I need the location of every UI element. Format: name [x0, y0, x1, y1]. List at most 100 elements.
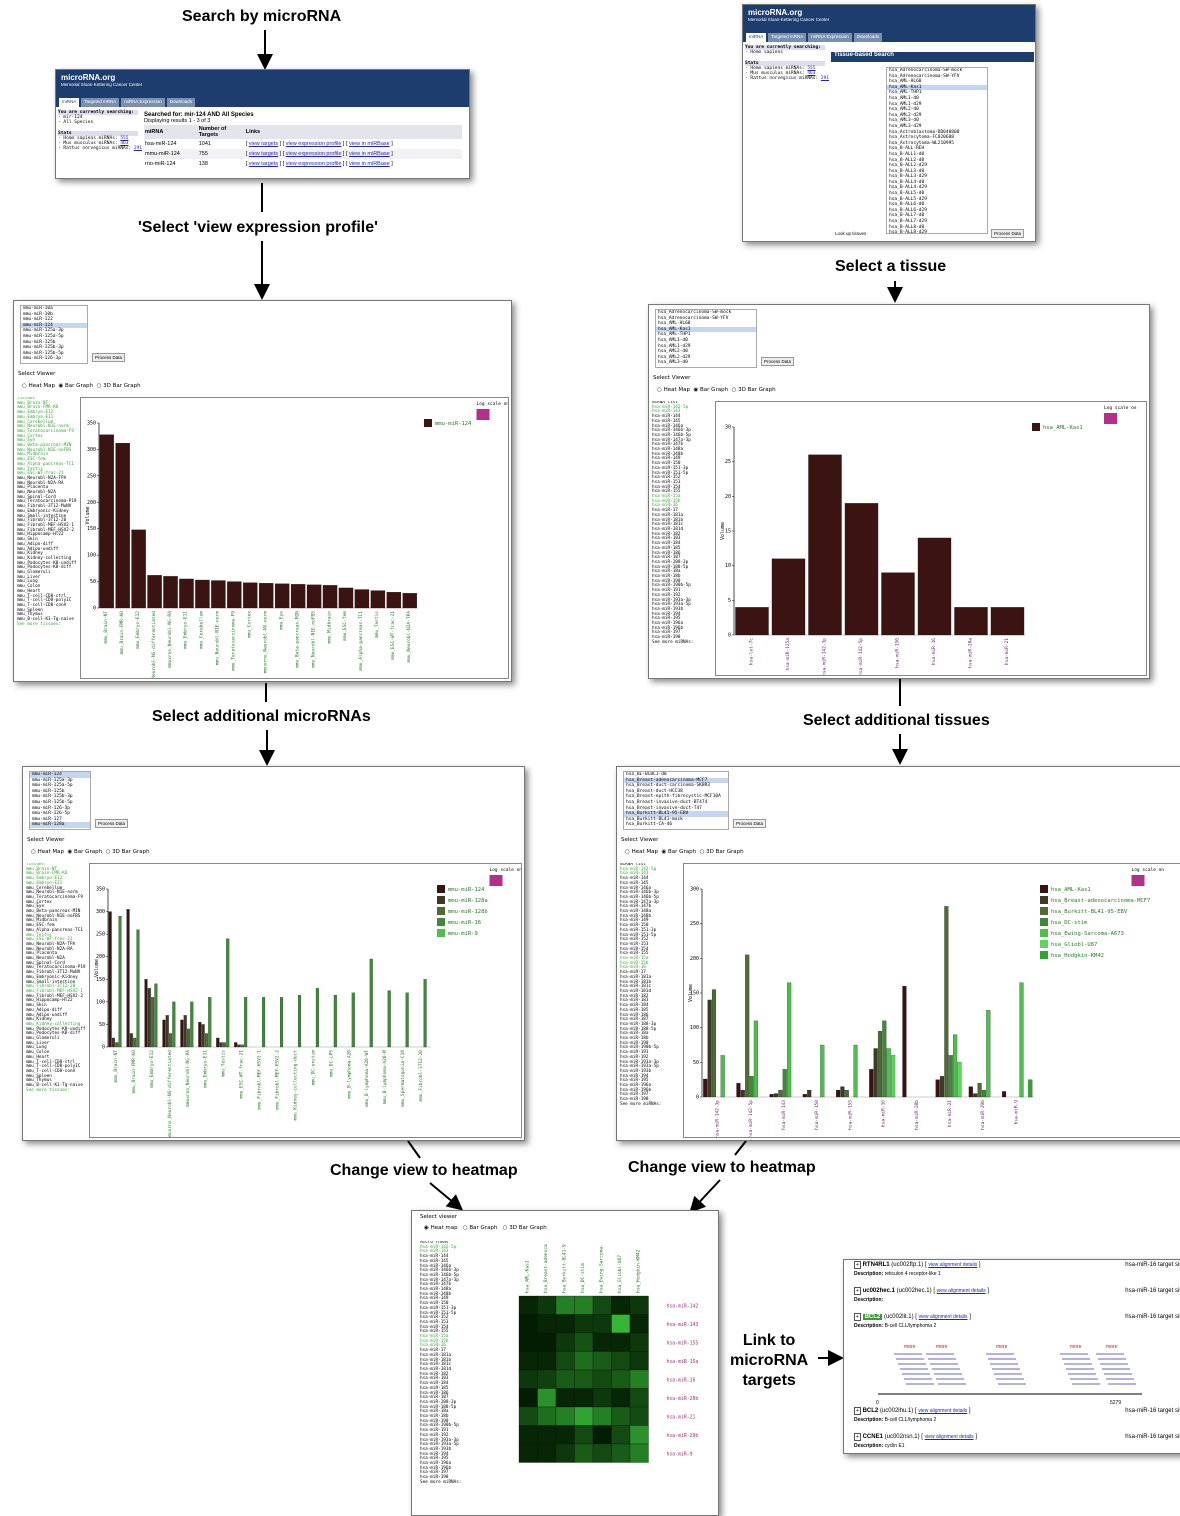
side-list-item[interactable]: mmu_Midbrain — [26, 918, 58, 924]
side-list-item[interactable]: mmu_Teratocarcinoma-P19 — [26, 965, 86, 971]
side-list-item[interactable]: hsa-miR-194 — [420, 1451, 449, 1457]
side-list-item[interactable]: mmu_Cortex — [17, 433, 43, 439]
tissue-option[interactable]: hsa_AML1-d29 — [889, 101, 922, 107]
side-list-item[interactable]: mmu_Neurobl-N2A-RA — [17, 480, 64, 486]
tissue-select-3[interactable]: hsa_BL-BCBL1-d0 hsa_Breast-adenocarcinoma… — [623, 771, 729, 830]
side-list-item[interactable]: mmu_Brain-FMR-KO — [17, 405, 59, 411]
side-list-item[interactable]: hsa-miR-181c — [620, 984, 652, 990]
tissue-option[interactable]: hsa_AML-THP1 — [889, 90, 922, 96]
select-option[interactable]: mmu-miR-124 — [30, 772, 90, 778]
side-list-item[interactable]: hsa-miR-151-3p — [620, 927, 657, 933]
side-list-item[interactable]: hsa-miR-146b-3p — [620, 890, 659, 896]
side-list-item[interactable]: hsa-miR-154 — [620, 946, 649, 952]
side-list-item[interactable]: mmu_Skin — [26, 1003, 47, 1009]
side-list-item[interactable]: mmu_Fibrobl-3T12-MuNV — [17, 504, 72, 510]
tissue-option[interactable]: hsa_Astrocytoma-WL210995 — [889, 140, 955, 146]
side-list-item[interactable]: mmu_Neurobl-N1E-norm — [26, 890, 78, 896]
side-list-item[interactable]: hsa-miR-155 — [620, 951, 649, 957]
select-option[interactable]: hsa_AML2-d0 — [658, 349, 688, 355]
side-list-item[interactable]: hsa-miR-146a — [620, 885, 652, 891]
side-list-item[interactable]: hsa-miR-154 — [420, 1324, 449, 1330]
side-list-item[interactable]: mmu_Kidney-collecting — [17, 555, 72, 561]
tissue-option[interactable]: hsa_Astrocytoma-FC020688 — [889, 135, 955, 141]
side-list-item[interactable]: mmu_Kidney — [26, 1017, 52, 1023]
side-list-item[interactable]: hsa-miR-186 — [420, 1390, 449, 1396]
select-option[interactable]: mmu-miR-125a-5p — [23, 333, 64, 339]
select-option[interactable]: mmu-miR-125b-3p — [32, 794, 73, 800]
side-list-item[interactable]: hsa-miR-148b — [420, 1291, 452, 1297]
select-option[interactable]: mmu-miR-125a-3p — [23, 328, 64, 334]
mirna-select-2[interactable]: mmu-miR-124 mmu-miR-125a-3p mmu-miR-125a-5… — [29, 771, 91, 830]
side-list-item[interactable]: mmu_Neurobl-N2A-TPA — [17, 475, 67, 481]
tissue-select[interactable]: hsa_Adrenocarcinoma-SW-mock hsa_Adrenocar… — [886, 67, 988, 234]
view-alignment-link[interactable]: view alignment details — [918, 1314, 968, 1320]
side-list-item[interactable]: hsa-miR-181a — [620, 974, 652, 980]
side-list-item[interactable]: hsa-miR-18b — [620, 1036, 649, 1042]
tissue-option[interactable]: hsa_AML-Kas1 — [887, 84, 987, 91]
side-list-item[interactable]: hsa-miR-17 — [620, 970, 646, 976]
side-list-item[interactable]: hsa-miR-188-5p — [420, 1404, 457, 1410]
side-list-item[interactable]: mmu_Beta-pancreas-MIN — [26, 909, 81, 915]
side-list-item[interactable]: hsa-miR-148a — [420, 1287, 452, 1293]
side-list-item[interactable]: hsa-miR-187 — [620, 1017, 649, 1023]
side-list-item[interactable]: mmu_Colon — [17, 584, 41, 590]
side-list-item[interactable]: mmu_Fibrobl-MEF-HSV2-2 — [17, 527, 74, 533]
select-option[interactable]: mmu-miR-125b — [32, 788, 65, 794]
side-list-item[interactable]: mmu_Neurobl-N1E-noFBS — [17, 447, 72, 453]
side-list-item[interactable]: mmu_T-cell-CD8-conA — [17, 602, 67, 608]
side-list-item[interactable]: hsa-miR-15b — [420, 1338, 449, 1344]
side-list-item[interactable]: hsa-miR-181c — [652, 522, 684, 528]
side-list-item[interactable]: hsa-miR-181d — [620, 988, 652, 994]
view-expression-link[interactable]: view expression profile — [285, 151, 342, 157]
side-list-item[interactable]: mmu_Fibrobl-MEF-HSV2-1 — [17, 522, 74, 528]
tab-mirna-expression[interactable]: miRNA Expression — [121, 98, 165, 107]
side-list-item[interactable]: mmu_Spinal-Cord — [26, 960, 65, 966]
process-data-button[interactable]: Process Data — [991, 229, 1025, 238]
side-list-item[interactable]: hsa-miR-196b — [620, 1087, 652, 1093]
expand-icon[interactable]: + — [854, 1313, 861, 1321]
side-list-item[interactable]: hsa-miR-190b-5p — [420, 1423, 459, 1429]
side-list-item[interactable]: mmu_Spleen — [26, 1073, 52, 1079]
side-list-item[interactable]: hsa-miR-186 — [620, 1012, 649, 1018]
tissue-option[interactable]: hsa_AML-HL60 — [889, 79, 922, 85]
side-list-item[interactable]: mmu_B-cell-K1-Tg-naive — [26, 1083, 83, 1089]
side-list-item[interactable]: hsa-miR-144 — [620, 876, 649, 882]
tab-mirna-expression[interactable]: miRNA Expression — [808, 33, 852, 42]
side-list-item[interactable]: hsa-miR-188-5p — [652, 564, 689, 570]
side-list-item[interactable]: mmu_Skin — [17, 537, 38, 543]
side-list-item[interactable]: mmu_Spleen — [17, 607, 43, 613]
select-option[interactable]: mmu-miR-125b-5p — [32, 799, 73, 805]
side-list-item[interactable]: hsa-miR-181a — [652, 512, 684, 518]
bar-graph-radio[interactable]: ◉ Bar Graph — [58, 383, 94, 389]
side-list-item[interactable]: mmu_Heart — [17, 588, 41, 594]
side-list-item[interactable]: mmu_Heart — [26, 1054, 50, 1060]
tissue-option[interactable]: hsa_AML2-d29 — [889, 112, 922, 118]
side-list-item[interactable]: hsa-miR-151-3p — [420, 1305, 457, 1311]
heat-map-radio[interactable]: ◉ Heat map — [424, 1225, 458, 1231]
side-list-item[interactable]: mmu_Neurobl-N1E-noFBS — [26, 913, 81, 919]
side-list-item[interactable]: hsa-miR-146b-5p — [420, 1272, 459, 1278]
side-list-item[interactable]: hsa-miR-190b-5p — [620, 1045, 659, 1051]
select-option[interactable]: hsa_Breast-adenocarcinoma-MCF7 — [624, 777, 728, 784]
side-list-item[interactable]: hsa-miR-193b — [420, 1446, 452, 1452]
side-list-item[interactable]: mmu_Podocytes-K8-undiff — [26, 1026, 86, 1032]
select-option[interactable]: mmu-miR-126-5p — [32, 811, 70, 817]
side-list-item[interactable]: mmu_Fibrobl-MEF-HSV2-2 — [26, 993, 83, 999]
process-data-button[interactable]: Process Data — [92, 353, 126, 362]
side-list-item[interactable]: hsa-miR-153 — [620, 941, 649, 947]
side-list-item[interactable]: hsa-miR-191 — [652, 588, 681, 594]
bar3d-radio[interactable]: ○ 3D Bar Graph — [502, 1225, 547, 1231]
side-list-item[interactable]: hsa-miR-149 — [620, 918, 649, 924]
tab-targeted-mrna[interactable]: Targeted mRNA — [768, 33, 807, 42]
side-list-item[interactable]: mmu_Kidney-collecting — [26, 1021, 81, 1027]
side-list-item[interactable]: hsa-miR-18b — [420, 1414, 449, 1420]
side-list-item[interactable]: hsa-miR-196a — [652, 621, 684, 627]
tissue-option[interactable]: hsa_B-ALL6-d0 — [889, 202, 925, 208]
side-list-item[interactable]: mmu_T-cell-CD8-polyIC — [26, 1064, 81, 1070]
side-list-item[interactable]: hsa-miR-155 — [420, 1329, 449, 1335]
tissue-option[interactable]: hsa_B-ALL4-d29 — [889, 185, 927, 191]
bar3d-radio[interactable]: ○ 3D Bar Graph — [731, 387, 776, 393]
side-list-item[interactable]: Tissues — [26, 863, 45, 867]
heat-map-radio[interactable]: ○ Heat Map — [657, 387, 690, 393]
side-list-item[interactable]: hsa-miR-147b — [652, 442, 684, 448]
